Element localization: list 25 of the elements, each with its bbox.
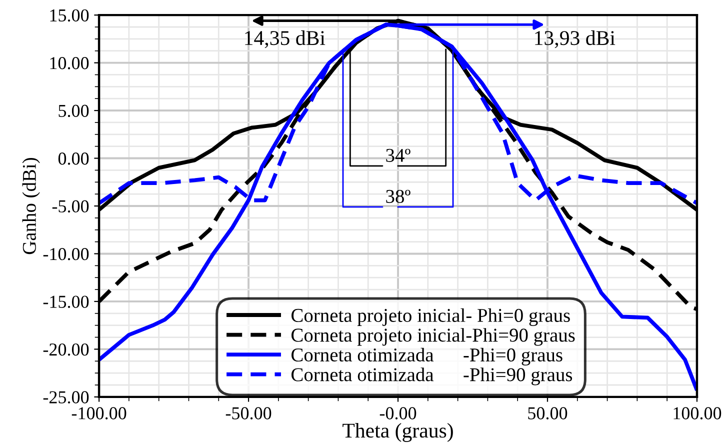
legend-label: Corneta otimizada -Phi=0 graus — [292, 348, 562, 366]
y-tick-label: -10.00 — [43, 248, 89, 260]
y-tick-label: 10.00 — [50, 57, 89, 70]
annotation: 13,93 dBi — [535, 30, 616, 48]
y-axis-title: Ganho (dBi) — [22, 158, 40, 254]
x-tick-label: -50.00 — [226, 407, 272, 420]
y-tick-label: 0.00 — [58, 152, 89, 165]
y-tick-label: -20.00 — [43, 343, 89, 356]
annotation: 14,35 dBi — [245, 30, 326, 48]
y-tick-label: 5.00 — [58, 104, 89, 118]
legend-label: Corneta projeto inicial- Phi=0 graus — [292, 308, 570, 326]
y-tick-label: -25.00 — [43, 391, 89, 404]
annotation: 34º — [386, 148, 410, 162]
y-tick-label: -5.00 — [52, 200, 89, 213]
annotation: 38º — [386, 190, 410, 203]
x-tick-label: -100.00 — [72, 407, 126, 420]
x-tick-label: 50.00 — [528, 407, 568, 420]
x-tick-label: 100.00 — [674, 407, 722, 420]
y-tick-label: 15.00 — [50, 9, 89, 22]
x-axis-title: Theta (graus) — [342, 423, 453, 442]
legend-label: Corneta projeto inicial-Phi=90 graus — [292, 328, 575, 346]
x-tick-label: -0.00 — [380, 407, 416, 420]
line-series — [99, 22, 697, 392]
legend-label: Corneta otimizada -Phi=90 graus — [292, 368, 572, 386]
y-tick-label: -15.00 — [43, 296, 89, 308]
